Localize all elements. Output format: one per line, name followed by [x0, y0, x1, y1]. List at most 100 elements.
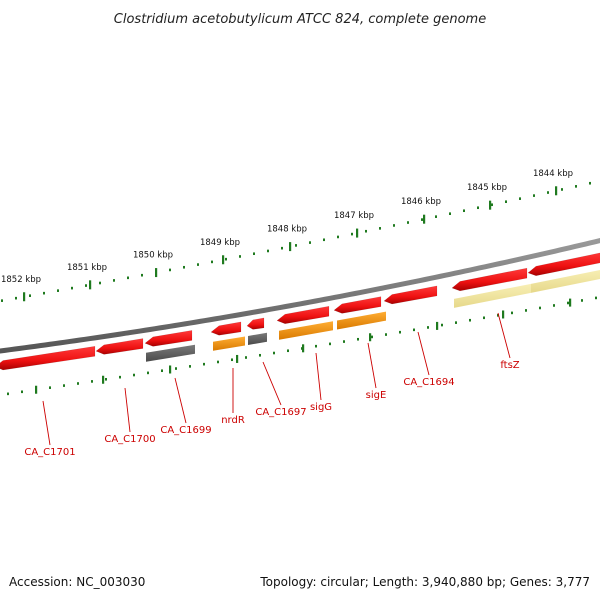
label-leader [124, 387, 131, 433]
major-tick [356, 228, 359, 238]
tick-dot [281, 246, 283, 250]
inner-tick-dot [315, 344, 317, 348]
inner-tick-dot [175, 367, 177, 370]
major-tick [155, 268, 158, 278]
tick-label: 1846 kbp [401, 197, 441, 207]
inner-tick-dot [427, 326, 429, 329]
tick-dot [183, 265, 185, 269]
tick-dot [169, 268, 171, 272]
tick-dot [379, 227, 381, 230]
tick-dot [547, 191, 549, 194]
label-leader [42, 400, 51, 446]
label-leader [174, 377, 187, 424]
major-tick [489, 200, 492, 210]
tick-dot [323, 238, 325, 242]
inner-tick-dot [21, 390, 23, 394]
tick-label: 1851 kbp [67, 263, 107, 273]
gene-arrow [383, 285, 438, 305]
tick-dot [505, 200, 507, 204]
tick-labels: 1852 kbp 1851 kbp 1850 kbp 1849 kbp 1848 kbp… [1, 169, 573, 285]
inner-major-tick [35, 385, 38, 394]
gene-label: CA_C1694 [403, 377, 454, 388]
major-tick [222, 255, 225, 265]
tick-label: 1845 kbp [467, 183, 507, 193]
inner-tick-dot [595, 296, 597, 300]
product-bar [213, 336, 245, 351]
product-bar [454, 283, 531, 308]
backbone-arc [0, 238, 600, 354]
summary-text: Topology: circular; Length: 3,940,880 bp… [259, 575, 590, 589]
tick-label: 1852 kbp [1, 275, 41, 285]
gene-label: ftsZ [500, 360, 519, 371]
tick-dot [421, 218, 423, 221]
inner-tick-dot [441, 323, 443, 327]
inner-major-tick [436, 321, 439, 330]
accession-text: Accession: NC_003030 [9, 575, 145, 589]
gene-arrow [451, 267, 528, 292]
gene-labels: CA_C1701 CA_C1700 CA_C1699 nrdR CA_C1697 sigG… [24, 360, 519, 458]
gene-arrow [527, 252, 600, 276]
gene-label: CA_C1701 [24, 447, 75, 458]
inner-tick-dot [469, 318, 471, 322]
inner-tick-dot [287, 349, 289, 353]
gene-label: sigG [310, 402, 332, 413]
inner-tick-dot [343, 340, 345, 343]
major-tick [555, 186, 558, 196]
tick-dot [29, 294, 31, 297]
tick-dot [225, 257, 227, 261]
inner-tick-dot [581, 299, 583, 302]
gene-arrow [276, 305, 330, 324]
tick-dot [393, 224, 395, 227]
gene-arrow [144, 330, 193, 347]
label-leader [262, 361, 282, 406]
label-leader [497, 312, 511, 359]
major-tick [89, 280, 92, 290]
inner-major-tick [502, 310, 505, 319]
tick-dot [141, 273, 143, 277]
inner-tick-dot [273, 351, 275, 355]
inner-tick-dot [231, 358, 233, 362]
tick-dot [127, 276, 129, 280]
tick-dot [575, 185, 577, 188]
gene-label: CA_C1700 [104, 434, 155, 445]
inner-tick-dot [189, 365, 191, 368]
inner-tick-dot [105, 377, 107, 381]
gene-label: nrdR [221, 415, 245, 426]
inner-tick-dot [329, 342, 331, 346]
inner-major-tick [169, 365, 172, 374]
tick-dot [435, 215, 437, 218]
inner-tick-dot [161, 369, 163, 373]
inner-tick-dot [483, 316, 485, 320]
inner-tick-dot [399, 330, 401, 334]
product-bar [531, 270, 600, 293]
map-title: Clostridium acetobutylicum ATCC 824, com… [114, 12, 486, 27]
inner-tick-dot [553, 304, 555, 307]
inner-major-tick [236, 354, 239, 363]
product-bar [248, 332, 267, 345]
tick-dot [365, 229, 367, 233]
inner-tick-dot [133, 373, 135, 377]
gene-label-leaders [42, 312, 511, 446]
inner-tick-dot [259, 353, 261, 357]
inner-tick-dot [49, 386, 51, 389]
major-tick [23, 292, 26, 302]
feature-track [0, 252, 600, 371]
inner-tick-dot [7, 392, 9, 396]
inner-tick-dot [217, 360, 219, 364]
gene-label: sigE [366, 390, 387, 401]
gene-arrow [333, 296, 382, 314]
gene-arrow [95, 338, 144, 355]
tick-dot [71, 286, 73, 290]
tick-dot [561, 188, 563, 191]
tick-dot [57, 289, 59, 292]
inner-major-tick [302, 344, 305, 353]
tick-dot [239, 255, 241, 258]
inner-tick-dot [147, 371, 149, 375]
gene-label: CA_C1697 [255, 407, 306, 418]
tick-dot [477, 206, 479, 210]
inner-tick-dot [119, 375, 121, 379]
product-bar [337, 311, 386, 330]
tick-dot [589, 181, 591, 185]
gene-label: CA_C1699 [160, 425, 211, 436]
